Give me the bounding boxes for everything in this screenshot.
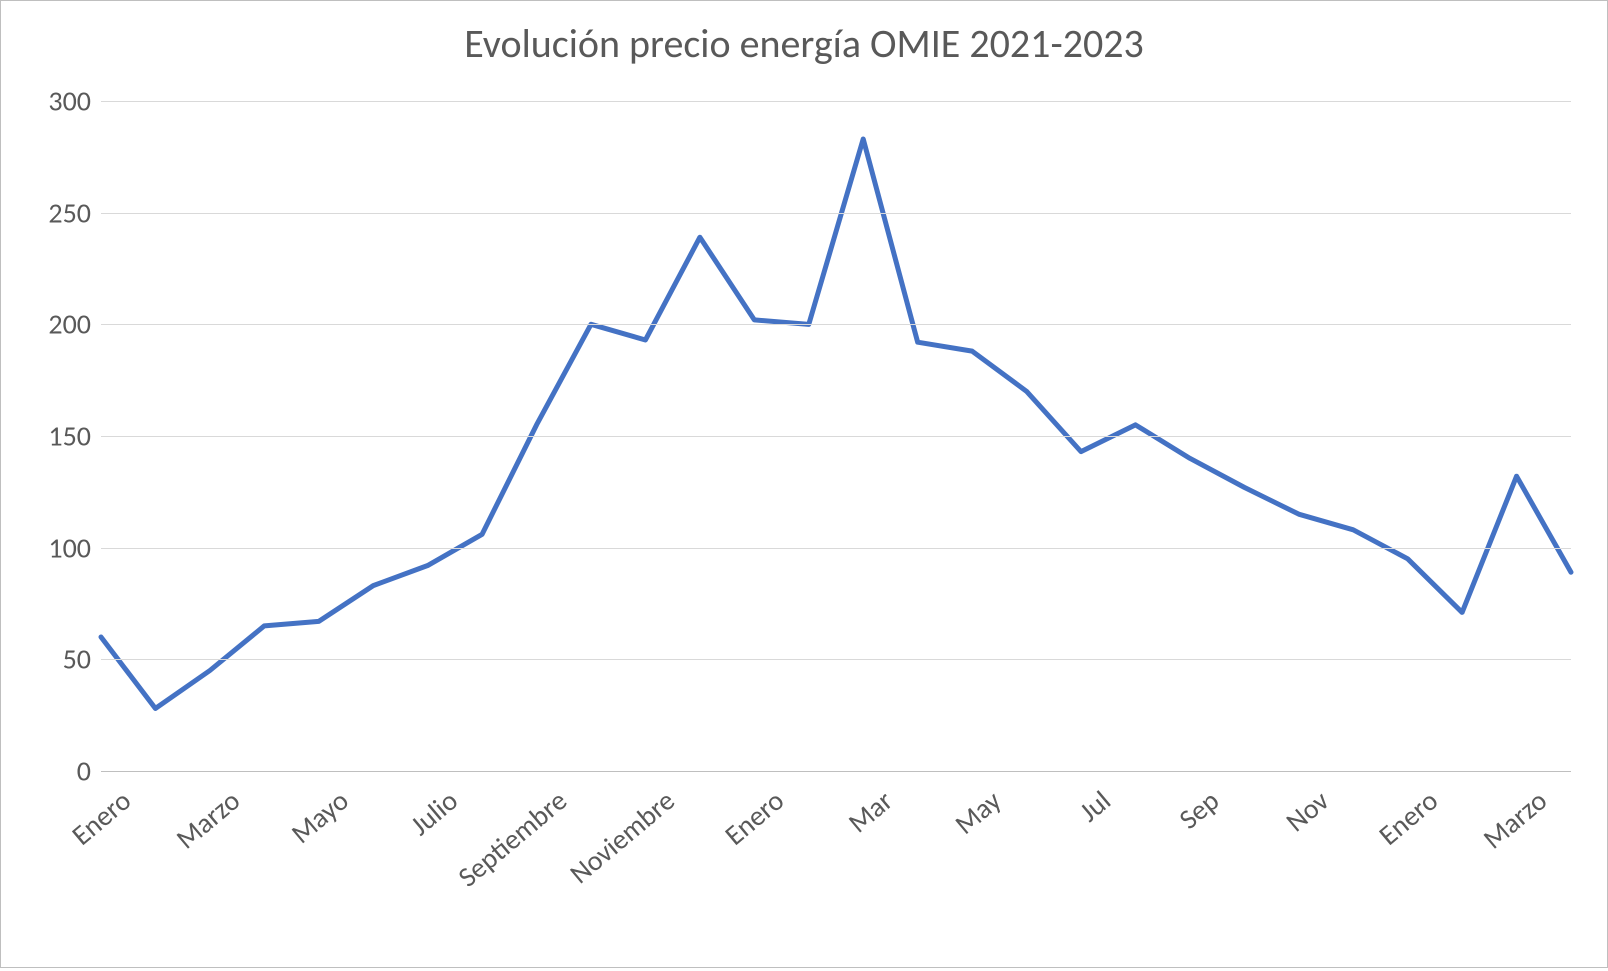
x-tick-label: Marzo (169, 783, 247, 856)
y-tick-label: 150 (48, 419, 101, 454)
x-tick-label: Jul (1072, 783, 1118, 829)
chart-title: Evolución precio energía OMIE 2021-2023 (1, 19, 1607, 68)
y-tick-label: 300 (48, 84, 101, 119)
x-tick-label: Sep (1172, 783, 1226, 836)
plot-area: EneroMarzoMayoJulioSeptiembreNoviembreEn… (101, 101, 1571, 771)
x-axis-labels: Enero Marzo Mayo JulioSeptiembreNoviembre En… (101, 771, 1571, 971)
gridline (101, 771, 1571, 772)
series-line (101, 139, 1571, 709)
x-tick-label: May (948, 783, 1008, 842)
x-tick-label: Septiembre (450, 783, 573, 894)
gridline (101, 101, 1571, 102)
gridline (101, 213, 1571, 214)
gridline (101, 548, 1571, 549)
y-tick-label: 0 (77, 754, 101, 789)
x-tick-label: Marzo (1475, 783, 1553, 856)
x-tick-label: Julio (403, 783, 465, 843)
y-tick-label: 50 (63, 642, 101, 677)
chart-container: Evolución precio energía OMIE 2021-2023 … (0, 0, 1608, 968)
gridline (101, 436, 1571, 437)
gridline (101, 324, 1571, 325)
y-tick-label: 100 (48, 530, 101, 565)
x-tick-label: Enero (718, 783, 791, 852)
x-tick-label: Mar (841, 783, 900, 840)
x-tick-label: Enero (65, 783, 138, 852)
y-tick-label: 200 (48, 307, 101, 342)
x-tick-label: Mayo (284, 783, 355, 851)
x-tick-label: Noviembre (563, 783, 682, 891)
x-tick-label: Nov (1278, 783, 1335, 839)
y-tick-label: 250 (48, 195, 101, 230)
gridline (101, 659, 1571, 660)
x-tick-label: Enero (1371, 783, 1444, 852)
